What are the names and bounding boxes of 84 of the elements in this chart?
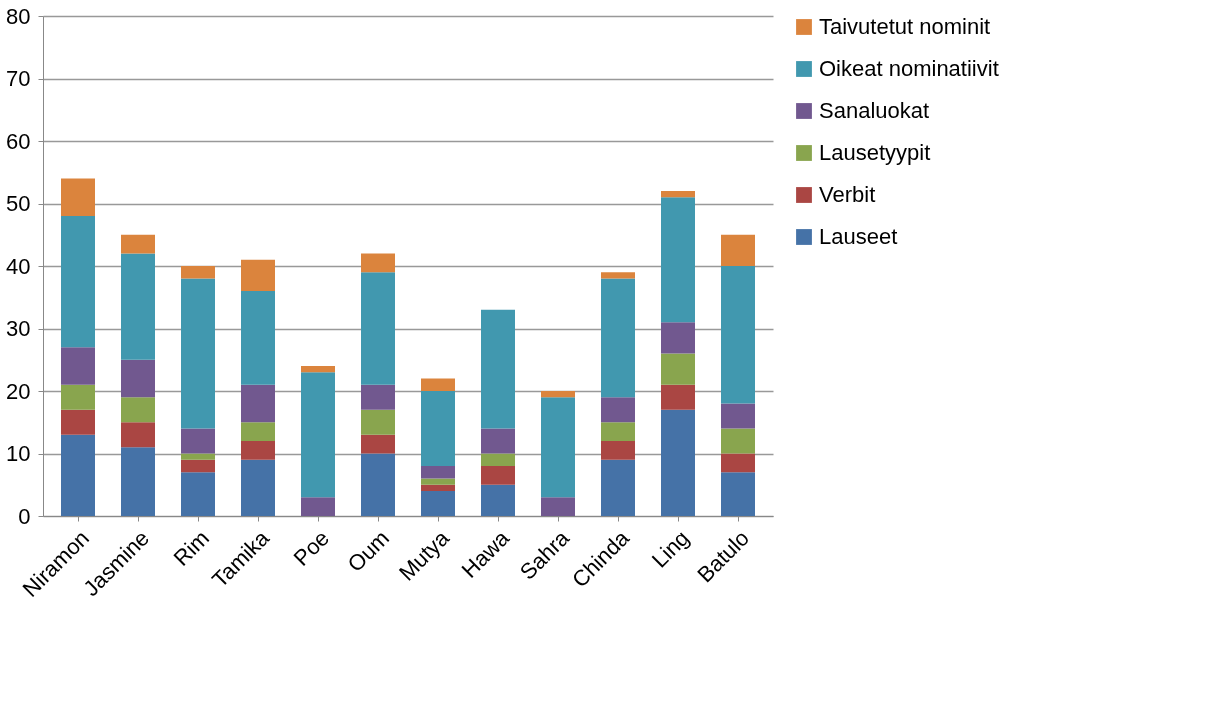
legend-label: Lausetyypit <box>819 140 931 165</box>
bar <box>481 466 515 485</box>
y-tick-label: 80 <box>6 3 31 29</box>
y-tick-label: 60 <box>6 128 31 154</box>
bar <box>661 197 695 323</box>
bar <box>721 234 755 266</box>
bar <box>601 422 635 441</box>
bar <box>61 409 95 435</box>
bar <box>301 372 335 498</box>
bar <box>181 428 215 454</box>
y-tick-label: 70 <box>6 66 31 91</box>
bar <box>601 278 635 398</box>
legend-label: Verbit <box>819 182 876 207</box>
bar <box>121 422 155 448</box>
bar <box>541 391 575 398</box>
bar <box>421 378 455 391</box>
bar <box>61 178 95 216</box>
y-tick-label: 40 <box>6 253 31 279</box>
bar <box>721 403 755 429</box>
bar <box>361 253 395 273</box>
bar <box>421 484 455 491</box>
bar <box>541 397 575 498</box>
bar <box>241 459 275 516</box>
bar <box>661 322 695 354</box>
bar <box>121 359 155 398</box>
bar <box>61 347 95 385</box>
bar <box>61 216 95 348</box>
x-tick-label: Rim <box>168 525 215 571</box>
bar <box>181 278 215 429</box>
bar <box>481 428 515 454</box>
bar <box>241 291 275 385</box>
bar <box>421 466 455 479</box>
bar <box>301 497 335 516</box>
bar <box>361 453 395 516</box>
bar <box>421 391 455 466</box>
bar <box>181 459 215 473</box>
legend-label: Taivutetut nominit <box>819 14 991 39</box>
bar <box>361 434 395 454</box>
y-tick-label: 30 <box>6 316 31 341</box>
bar <box>721 472 755 516</box>
y-tick-label: 20 <box>6 378 31 404</box>
bar <box>721 266 755 404</box>
legend-label: Sanaluokat <box>819 98 930 123</box>
x-tick-label: Poe <box>288 525 335 571</box>
bar <box>421 491 455 516</box>
x-tick-label: Ling <box>646 525 695 573</box>
bar <box>481 484 515 516</box>
bar <box>121 234 155 254</box>
bar <box>661 409 695 516</box>
bar <box>661 191 695 198</box>
bar <box>61 434 95 516</box>
bar <box>721 428 755 454</box>
bar <box>361 384 395 410</box>
bar <box>121 447 155 516</box>
bar <box>661 353 695 385</box>
bar <box>601 397 635 423</box>
bar <box>181 472 215 516</box>
bar <box>61 384 95 410</box>
bar <box>181 453 215 460</box>
bar <box>481 453 515 466</box>
bar <box>601 272 635 279</box>
legend-label: Lauseet <box>819 224 898 249</box>
bar <box>541 497 575 516</box>
bar <box>601 459 635 516</box>
bar <box>181 266 215 279</box>
bar <box>361 409 395 435</box>
legend-label: Oikeat nominatiivit <box>819 56 999 81</box>
y-tick-label: 0 <box>18 503 31 529</box>
bar <box>121 397 155 423</box>
bar <box>421 478 455 485</box>
bar <box>121 253 155 360</box>
bar <box>241 422 275 441</box>
bar <box>481 309 515 429</box>
bar <box>601 441 635 460</box>
bar <box>241 441 275 460</box>
y-tick-label: 10 <box>6 441 31 466</box>
x-tick-label: Oum <box>342 525 395 577</box>
bar <box>661 384 695 410</box>
bar <box>721 453 755 473</box>
y-tick-label: 50 <box>6 191 31 216</box>
bar <box>361 272 395 385</box>
bar <box>241 384 275 423</box>
bar <box>301 366 335 373</box>
bar <box>241 259 275 291</box>
